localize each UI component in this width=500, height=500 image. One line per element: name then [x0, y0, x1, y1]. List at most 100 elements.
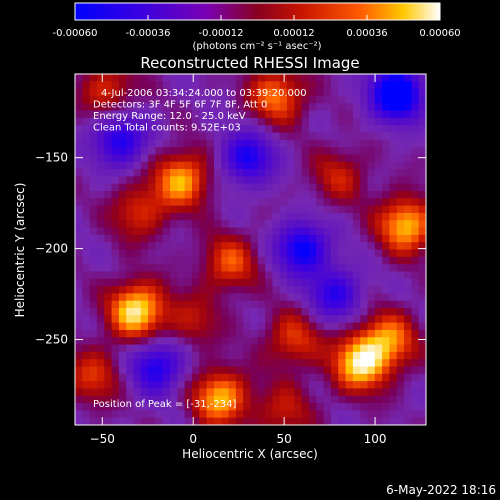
heatmap-cell	[389, 139, 398, 148]
heatmap-cell	[184, 74, 193, 82]
heatmap-cell	[272, 132, 281, 141]
heatmap-cell	[89, 381, 98, 389]
heatmap-cell	[272, 271, 281, 280]
heatmap-cell	[272, 308, 281, 316]
heatmap-cell	[82, 366, 91, 375]
heatmap-cell	[389, 81, 398, 90]
heatmap-cell	[235, 264, 244, 272]
heatmap-cell	[221, 103, 229, 111]
heatmap-cell	[374, 88, 383, 97]
heatmap-cell	[323, 249, 332, 258]
heatmap-cell	[265, 366, 273, 375]
heatmap-cell	[118, 169, 127, 177]
heatmap-cell	[155, 212, 164, 221]
heatmap-cell	[418, 95, 426, 104]
heatmap-cell	[418, 373, 426, 382]
heatmap-cell	[250, 344, 259, 353]
heatmap-cell	[382, 147, 390, 155]
heatmap-cell	[243, 264, 251, 272]
heatmap-cell	[96, 103, 105, 111]
heatmap-cell	[118, 344, 127, 353]
heatmap-cell	[374, 103, 383, 111]
heatmap-cell	[75, 278, 83, 287]
heatmap-cell	[140, 220, 149, 228]
heatmap-cell	[257, 300, 266, 309]
heatmap-cell	[192, 403, 200, 411]
heatmap-cell	[272, 176, 281, 185]
heatmap-cell	[265, 88, 273, 97]
heatmap-cell	[199, 286, 208, 294]
heatmap-cell	[316, 234, 325, 243]
heatmap-cell	[418, 147, 426, 155]
heatmap-cell	[330, 139, 339, 148]
heatmap-cell	[411, 110, 420, 119]
heatmap-cell	[199, 381, 208, 389]
heatmap-cell	[96, 125, 105, 133]
heatmap-cell	[265, 191, 273, 199]
heatmap-cell	[418, 264, 426, 272]
peak-position-label: Position of Peak = [-31,-234]	[93, 399, 237, 410]
heatmap-cell	[374, 300, 383, 309]
heatmap-cell	[228, 81, 237, 90]
heatmap-cell	[352, 366, 361, 375]
heatmap-cell	[206, 410, 215, 419]
heatmap-cell	[140, 256, 149, 265]
heatmap-cell	[75, 315, 83, 324]
heatmap-cell	[309, 132, 317, 141]
heatmap-cell	[133, 147, 142, 155]
heatmap-cell	[82, 344, 91, 353]
heatmap-cell	[396, 234, 405, 243]
heatmap-cell	[382, 286, 390, 294]
heatmap-cell	[104, 337, 112, 345]
heatmap-cell	[89, 395, 98, 404]
heatmap-cell	[250, 234, 259, 243]
heatmap-cell	[396, 169, 405, 177]
heatmap-cell	[411, 410, 420, 419]
heatmap-cell	[367, 227, 376, 236]
heatmap-cell	[177, 132, 186, 141]
heatmap-cell	[294, 125, 303, 133]
heatmap-cell	[279, 242, 288, 250]
heatmap-cell	[140, 110, 149, 119]
heatmap-cell	[294, 220, 303, 228]
heatmap-cell	[148, 256, 156, 265]
heatmap-cell	[184, 183, 193, 192]
heatmap-cell	[338, 286, 346, 294]
heatmap-cell	[82, 125, 91, 133]
heatmap-cell	[228, 249, 237, 258]
heatmap-cell	[192, 220, 200, 228]
heatmap-cell	[89, 205, 98, 214]
heatmap-cell	[360, 139, 368, 148]
heatmap-cell	[345, 403, 354, 411]
heatmap-cell	[287, 198, 295, 207]
heatmap-cell	[287, 286, 295, 294]
heatmap-cell	[89, 242, 98, 250]
heatmap-cell	[411, 351, 420, 360]
heatmap-cell	[404, 169, 412, 177]
heatmap-cell	[184, 125, 193, 133]
heatmap-cell	[257, 278, 266, 287]
heatmap-cell	[126, 110, 134, 119]
heatmap-cell	[126, 344, 134, 353]
heatmap-cell	[257, 388, 266, 397]
heatmap-cell	[411, 205, 420, 214]
heatmap-cell	[272, 256, 281, 265]
heatmap-cell	[309, 198, 317, 207]
heatmap-cell	[228, 95, 237, 104]
heatmap-cell	[309, 227, 317, 236]
heatmap-cell	[82, 293, 91, 302]
heatmap-cell	[360, 242, 368, 250]
heatmap-cell	[374, 147, 383, 155]
heatmap-cell	[301, 359, 310, 367]
heatmap-cell	[389, 154, 398, 163]
heatmap-cell	[133, 103, 142, 111]
heatmap-cell	[272, 81, 281, 90]
heatmap-cell	[418, 286, 426, 294]
heatmap-cell	[170, 234, 178, 243]
heatmap-cell	[323, 293, 332, 302]
heatmap-cell	[243, 147, 251, 155]
heatmap-cell	[257, 103, 266, 111]
heatmap-cell	[352, 176, 361, 185]
heatmap-cell	[265, 81, 273, 90]
